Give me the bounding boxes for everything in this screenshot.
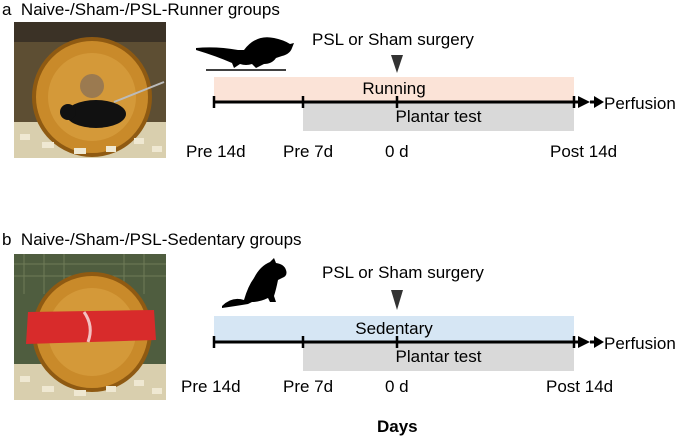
panel-a-tick-pre14: Pre 14d <box>186 142 246 161</box>
panel-b-surgery-label: PSL or Sham surgery <box>322 263 484 282</box>
panel-b-sedentary-label: Sedentary <box>355 319 433 338</box>
panel-a-end-label: Perfusion <box>604 94 676 113</box>
panel-b-sedentary-band: Sedentary <box>214 316 574 342</box>
panel-b-tick-pre7: Pre 7d <box>283 377 334 396</box>
panel-b-plantar-label: Plantar test <box>395 347 482 366</box>
panel-a-plantar-band: Plantar test <box>303 103 574 131</box>
panel-a-title: Naive-/Sham-/PSL-Runner groups <box>20 0 280 19</box>
panel-a-running-band: Running <box>214 77 574 101</box>
panel-a-tick-0d: 0 d <box>385 142 409 161</box>
panel-b-title-row: b Naive-/Sham-/PSL-Sedentary groups <box>2 231 302 248</box>
panel-a-tick-pre7: Pre 7d <box>283 142 334 161</box>
locked-wheel-drawing <box>14 254 166 400</box>
panel-b-tick-0d: 0 d <box>385 377 409 396</box>
panel-a-running-label: Running <box>362 79 426 98</box>
panel-b-end-label: Perfusion <box>604 334 676 353</box>
panel-a-title-row: a Naive-/Sham-/PSL-Runner groups <box>2 1 280 18</box>
days-axis-label: Days <box>377 417 418 436</box>
panel-a-letter: a <box>2 0 12 19</box>
panel-b-letter: b <box>2 230 12 249</box>
panel-b-tick-pre14: Pre 14d <box>181 377 241 396</box>
panel-a-plantar-label: Plantar test <box>395 107 482 126</box>
panel-b-plantar-band: Plantar test <box>303 343 574 371</box>
running-wheel-drawing <box>14 22 166 158</box>
panel-a-surgery-arrow <box>391 55 403 73</box>
panel-b-surgery-arrow <box>391 290 403 310</box>
locked-wheel-photo <box>14 254 166 400</box>
running-wheel-photo <box>14 22 166 158</box>
panel-b-tick-post14: Post 14d <box>546 377 614 396</box>
panel-b-title: Naive-/Sham-/PSL-Sedentary groups <box>20 230 302 249</box>
panel-a-tick-post14: Post 14d <box>550 142 618 161</box>
panel-a-surgery-label: PSL or Sham surgery <box>312 30 474 49</box>
